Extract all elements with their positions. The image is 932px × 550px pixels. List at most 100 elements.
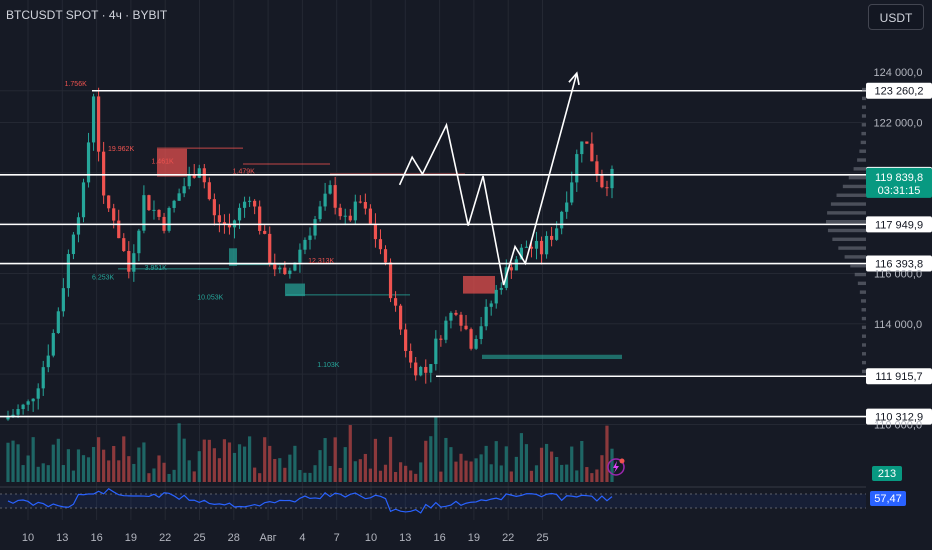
candle	[197, 168, 201, 178]
volume-profile-bar	[826, 219, 866, 224]
currency-button[interactable]: USDT	[868, 4, 924, 30]
volume-profile-bar	[859, 149, 866, 153]
volume-bar	[529, 470, 534, 482]
volume-badge-label: 213	[878, 468, 896, 480]
volume-bar	[86, 457, 91, 482]
candle	[278, 267, 282, 270]
candle	[439, 338, 443, 340]
candle	[570, 182, 574, 203]
time-tick-label: 28	[228, 532, 240, 544]
candle	[237, 207, 242, 221]
volume-bar	[46, 465, 50, 482]
candle	[590, 143, 594, 162]
demand-zone	[285, 283, 305, 297]
candle	[207, 182, 211, 200]
candle	[550, 235, 554, 240]
volume-bar	[248, 436, 252, 482]
volume-bar	[539, 447, 544, 482]
volume-bar	[383, 464, 388, 482]
volume-bar	[469, 461, 473, 482]
volume-profile-bar	[861, 131, 866, 136]
volume-bar	[51, 444, 55, 482]
candle	[192, 174, 196, 178]
candle	[212, 199, 216, 216]
volume-bar	[192, 471, 196, 482]
volume-profile-bar	[827, 211, 866, 215]
volume-bar	[434, 417, 438, 482]
support-resistance-levels[interactable]	[0, 89, 866, 418]
volume-bar	[560, 464, 564, 482]
candle	[222, 222, 227, 225]
volume-bar	[378, 470, 383, 482]
candle	[580, 141, 584, 155]
candle	[56, 311, 60, 334]
candle	[102, 151, 106, 196]
time-tick-label: 22	[502, 532, 514, 544]
price-tick-label: 122 000,0	[874, 117, 923, 129]
volume-bar	[177, 423, 181, 482]
level-price-label: 116 393,8	[875, 259, 923, 271]
volume-bar	[338, 467, 342, 482]
candle	[31, 398, 35, 402]
volume-bar	[263, 437, 267, 482]
candle	[273, 263, 277, 270]
volume-bar	[368, 468, 372, 482]
candle	[464, 325, 468, 330]
volume-bar	[202, 439, 206, 482]
volume-bar	[41, 463, 45, 482]
time-axis[interactable]: 10 13 16 19 22 25 28 Авг 4 7 10 13 16 19 22 25	[22, 532, 549, 544]
volume-bar	[429, 436, 433, 482]
candle	[147, 195, 151, 211]
volume-profile-bar	[861, 96, 866, 101]
candle	[489, 303, 493, 307]
volume-bar	[524, 444, 529, 482]
volume-bar	[519, 433, 523, 482]
volume-profile-bar	[836, 193, 866, 197]
candle	[469, 329, 473, 349]
volume-annotation: 12.313K	[308, 258, 334, 265]
candle	[107, 195, 111, 209]
volume-profile-bar	[861, 316, 866, 321]
time-tick-label: 16	[90, 532, 102, 544]
candle	[338, 207, 342, 217]
volume-bar	[16, 444, 20, 482]
candle	[132, 253, 136, 272]
rsi-value-tag	[870, 491, 906, 506]
volume-bar	[489, 464, 493, 482]
volume-bar	[273, 458, 277, 482]
candle	[97, 96, 101, 152]
volume-profile-bar	[861, 105, 866, 109]
volume-bar	[464, 460, 468, 482]
volume-profile-bar	[857, 281, 866, 286]
candle	[560, 211, 564, 229]
volume-bar	[132, 463, 136, 482]
candle	[26, 401, 30, 405]
level-price-label: 111 915,7	[875, 371, 922, 383]
candle	[333, 185, 337, 208]
volume-annotation: 10.053K	[197, 294, 223, 301]
candle	[288, 270, 292, 275]
volume-bar	[449, 447, 453, 482]
candle	[283, 267, 287, 275]
candle	[66, 254, 70, 289]
price-tick-label: 114 000,0	[874, 319, 922, 331]
volume-bar	[253, 467, 257, 482]
volume-bar	[509, 471, 513, 482]
volume-bar	[182, 438, 186, 482]
candle	[555, 228, 559, 240]
volume-bar	[444, 437, 448, 482]
candle	[585, 141, 589, 144]
volume-bar	[56, 438, 60, 482]
volume-bar	[61, 465, 65, 482]
candle	[610, 168, 614, 189]
candle	[534, 240, 539, 249]
time-tick-label: Авг	[259, 532, 276, 544]
candle	[122, 238, 126, 251]
rsi-panel: 57,47	[0, 486, 906, 514]
symbol-title[interactable]: BTCUSDT SPOT · 4ч · BYBIT	[6, 8, 168, 22]
lightning-icon[interactable]	[607, 458, 625, 476]
time-tick-label: 25	[193, 532, 205, 544]
candle	[454, 312, 458, 315]
candle	[514, 259, 518, 271]
